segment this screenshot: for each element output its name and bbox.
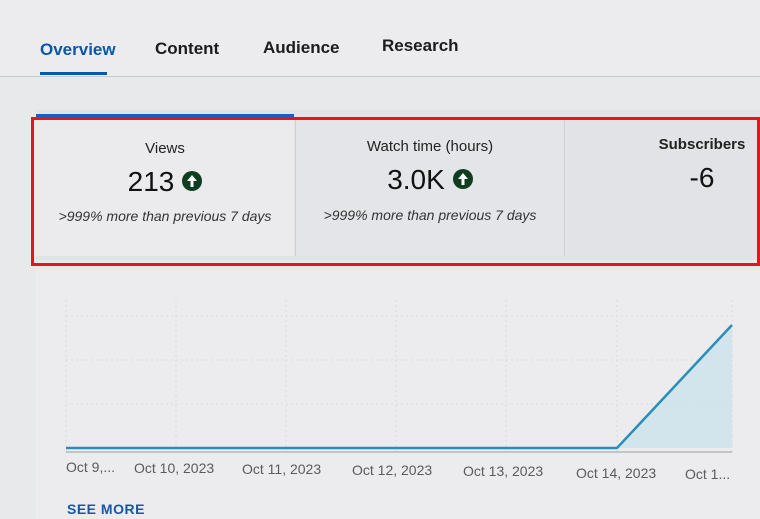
views-chart-panel xyxy=(36,270,760,519)
metric-label: Subscribers xyxy=(658,136,746,153)
metric-value: -6 xyxy=(689,162,715,193)
arrow-up-circle-icon xyxy=(452,168,473,189)
metric-value: 3.0K xyxy=(387,164,445,195)
highlight-annotation-box xyxy=(31,117,760,266)
metric-compare-text: >999% more than previous 7 days xyxy=(323,207,537,223)
x-tick-label: Oct 9,... xyxy=(66,459,116,475)
metric-card-views[interactable]: Views 213 >999% more than previous 7 day… xyxy=(36,118,294,256)
tab-content[interactable]: Content xyxy=(155,39,220,58)
x-tick-label: Oct 12, 2023 xyxy=(352,462,433,478)
tab-audience[interactable]: Audience xyxy=(263,38,340,57)
selected-card-indicator xyxy=(36,114,294,118)
metric-card-watch-time[interactable]: Watch time (hours) 3.0K >999% more than … xyxy=(295,118,564,256)
chart-area-fill xyxy=(66,325,732,448)
metric-value-row: 3.0K xyxy=(296,164,564,196)
x-tick-label: Oct 10, 2023 xyxy=(134,460,215,476)
active-tab-indicator xyxy=(40,72,107,75)
metric-label: Watch time (hours) xyxy=(366,138,494,155)
metric-compare-text: >999% more than previous 7 days xyxy=(58,208,272,224)
metric-value: 213 xyxy=(127,166,175,197)
tab-bar: Overview Content Audience Research xyxy=(0,0,760,76)
x-tick-label: Oct 1... xyxy=(685,466,731,482)
tab-research[interactable]: Research xyxy=(382,36,459,55)
metric-label: Views xyxy=(145,140,185,157)
x-tick-label: Oct 14, 2023 xyxy=(576,465,657,481)
x-tick-label: Oct 13, 2023 xyxy=(463,463,544,479)
chart-series-line xyxy=(66,324,733,450)
tabs-divider xyxy=(0,76,760,77)
metric-value-row: 213 xyxy=(36,166,294,198)
metric-card-subscribers[interactable]: Subscribers -6 xyxy=(564,118,760,256)
arrow-up-circle-icon xyxy=(182,170,203,191)
see-more-link[interactable]: SEE MORE xyxy=(67,501,145,517)
x-tick-label: Oct 11, 2023 xyxy=(242,461,322,477)
tab-overview[interactable]: Overview xyxy=(40,40,116,59)
